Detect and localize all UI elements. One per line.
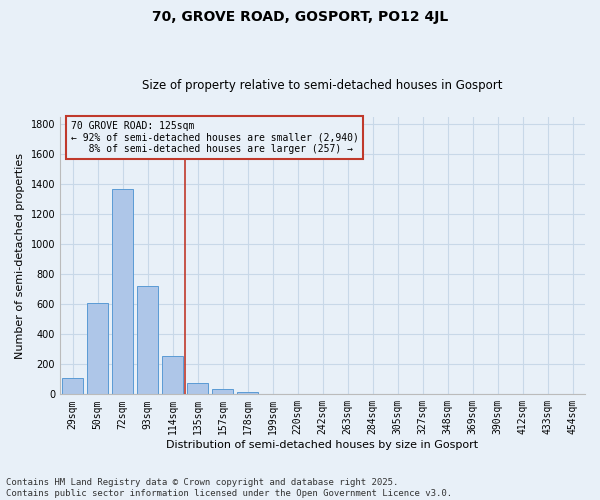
Text: 70 GROVE ROAD: 125sqm
← 92% of semi-detached houses are smaller (2,940)
   8% of: 70 GROVE ROAD: 125sqm ← 92% of semi-deta…	[71, 121, 358, 154]
Title: Size of property relative to semi-detached houses in Gosport: Size of property relative to semi-detach…	[142, 79, 503, 92]
Bar	[137, 286, 158, 395]
X-axis label: Distribution of semi-detached houses by size in Gosport: Distribution of semi-detached houses by …	[166, 440, 479, 450]
Text: Contains HM Land Registry data © Crown copyright and database right 2025.
Contai: Contains HM Land Registry data © Crown c…	[6, 478, 452, 498]
Bar	[112, 189, 133, 394]
Y-axis label: Number of semi-detached properties: Number of semi-detached properties	[15, 152, 25, 358]
Bar	[237, 392, 258, 394]
Bar	[62, 378, 83, 394]
Bar	[162, 356, 183, 395]
Bar	[87, 303, 108, 394]
Text: 70, GROVE ROAD, GOSPORT, PO12 4JL: 70, GROVE ROAD, GOSPORT, PO12 4JL	[152, 10, 448, 24]
Bar	[187, 383, 208, 394]
Bar	[212, 389, 233, 394]
